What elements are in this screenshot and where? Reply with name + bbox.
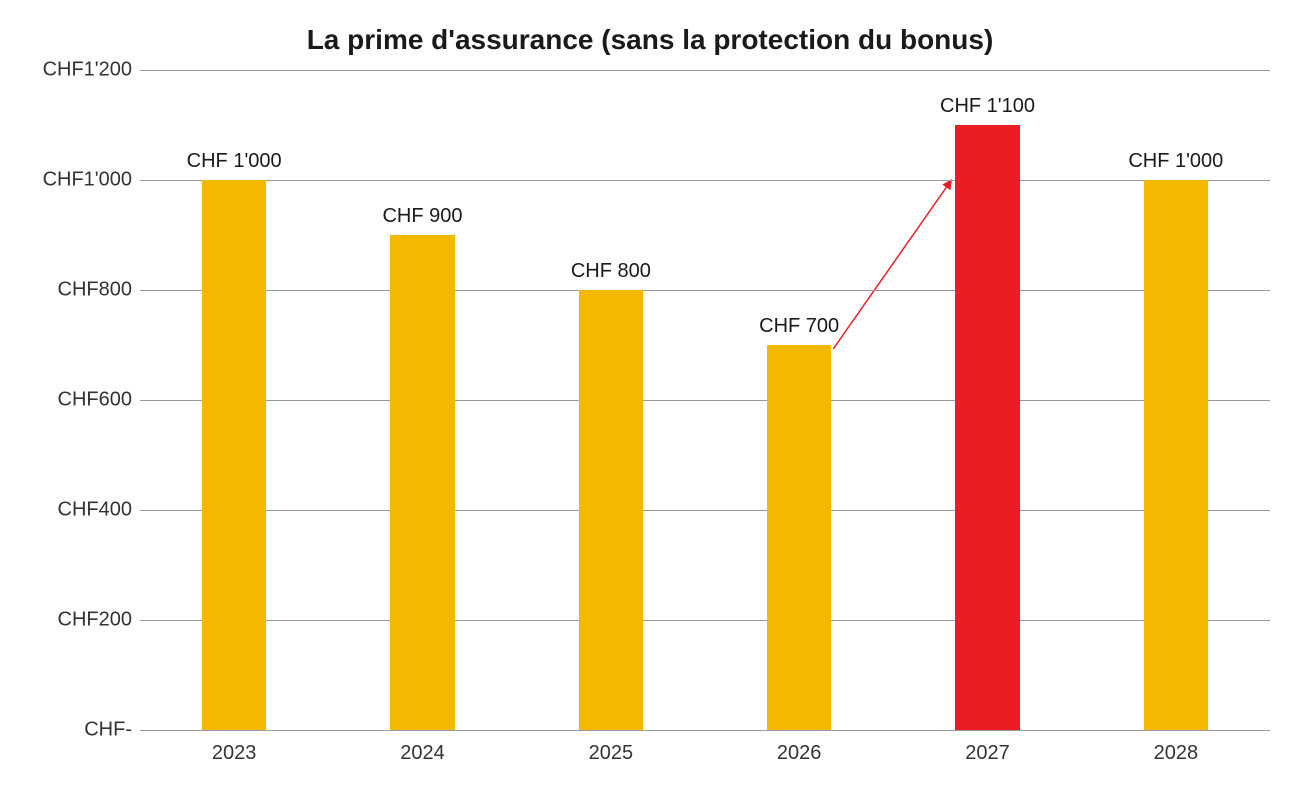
x-tick-label: 2026 bbox=[777, 730, 822, 765]
gridline bbox=[140, 70, 1270, 71]
x-tick-label: 2023 bbox=[212, 730, 257, 765]
bar-value-label: CHF 900 bbox=[343, 205, 503, 228]
gridline bbox=[140, 510, 1270, 511]
x-tick-label: 2027 bbox=[965, 730, 1010, 765]
y-tick-label: CHF1'000 bbox=[43, 169, 140, 192]
gridline bbox=[140, 620, 1270, 621]
bar bbox=[390, 235, 454, 730]
bar bbox=[202, 180, 266, 730]
plot-area: CHF-CHF200CHF400CHF600CHF800CHF1'000CHF1… bbox=[140, 70, 1270, 730]
y-tick-label: CHF600 bbox=[58, 389, 140, 412]
y-tick-label: CHF- bbox=[84, 719, 140, 742]
bar bbox=[1144, 180, 1208, 730]
bar-value-label: CHF 1'000 bbox=[1096, 150, 1256, 173]
x-tick-label: 2025 bbox=[589, 730, 634, 765]
x-tick-label: 2028 bbox=[1154, 730, 1199, 765]
x-tick-label: 2024 bbox=[400, 730, 445, 765]
gridline bbox=[140, 730, 1270, 731]
bar bbox=[955, 125, 1019, 730]
bar-value-label: CHF 1'100 bbox=[908, 95, 1068, 118]
bar bbox=[767, 345, 831, 730]
chart-title: La prime d'assurance (sans la protection… bbox=[0, 24, 1300, 56]
y-tick-label: CHF400 bbox=[58, 499, 140, 522]
y-tick-label: CHF1'200 bbox=[43, 59, 140, 82]
gridline bbox=[140, 400, 1270, 401]
gridline bbox=[140, 180, 1270, 181]
bar bbox=[579, 290, 643, 730]
gridline bbox=[140, 290, 1270, 291]
bar-value-label: CHF 800 bbox=[531, 260, 691, 283]
bar-value-label: CHF 700 bbox=[719, 315, 879, 338]
y-tick-label: CHF200 bbox=[58, 609, 140, 632]
y-tick-label: CHF800 bbox=[58, 279, 140, 302]
bar-value-label: CHF 1'000 bbox=[154, 150, 314, 173]
